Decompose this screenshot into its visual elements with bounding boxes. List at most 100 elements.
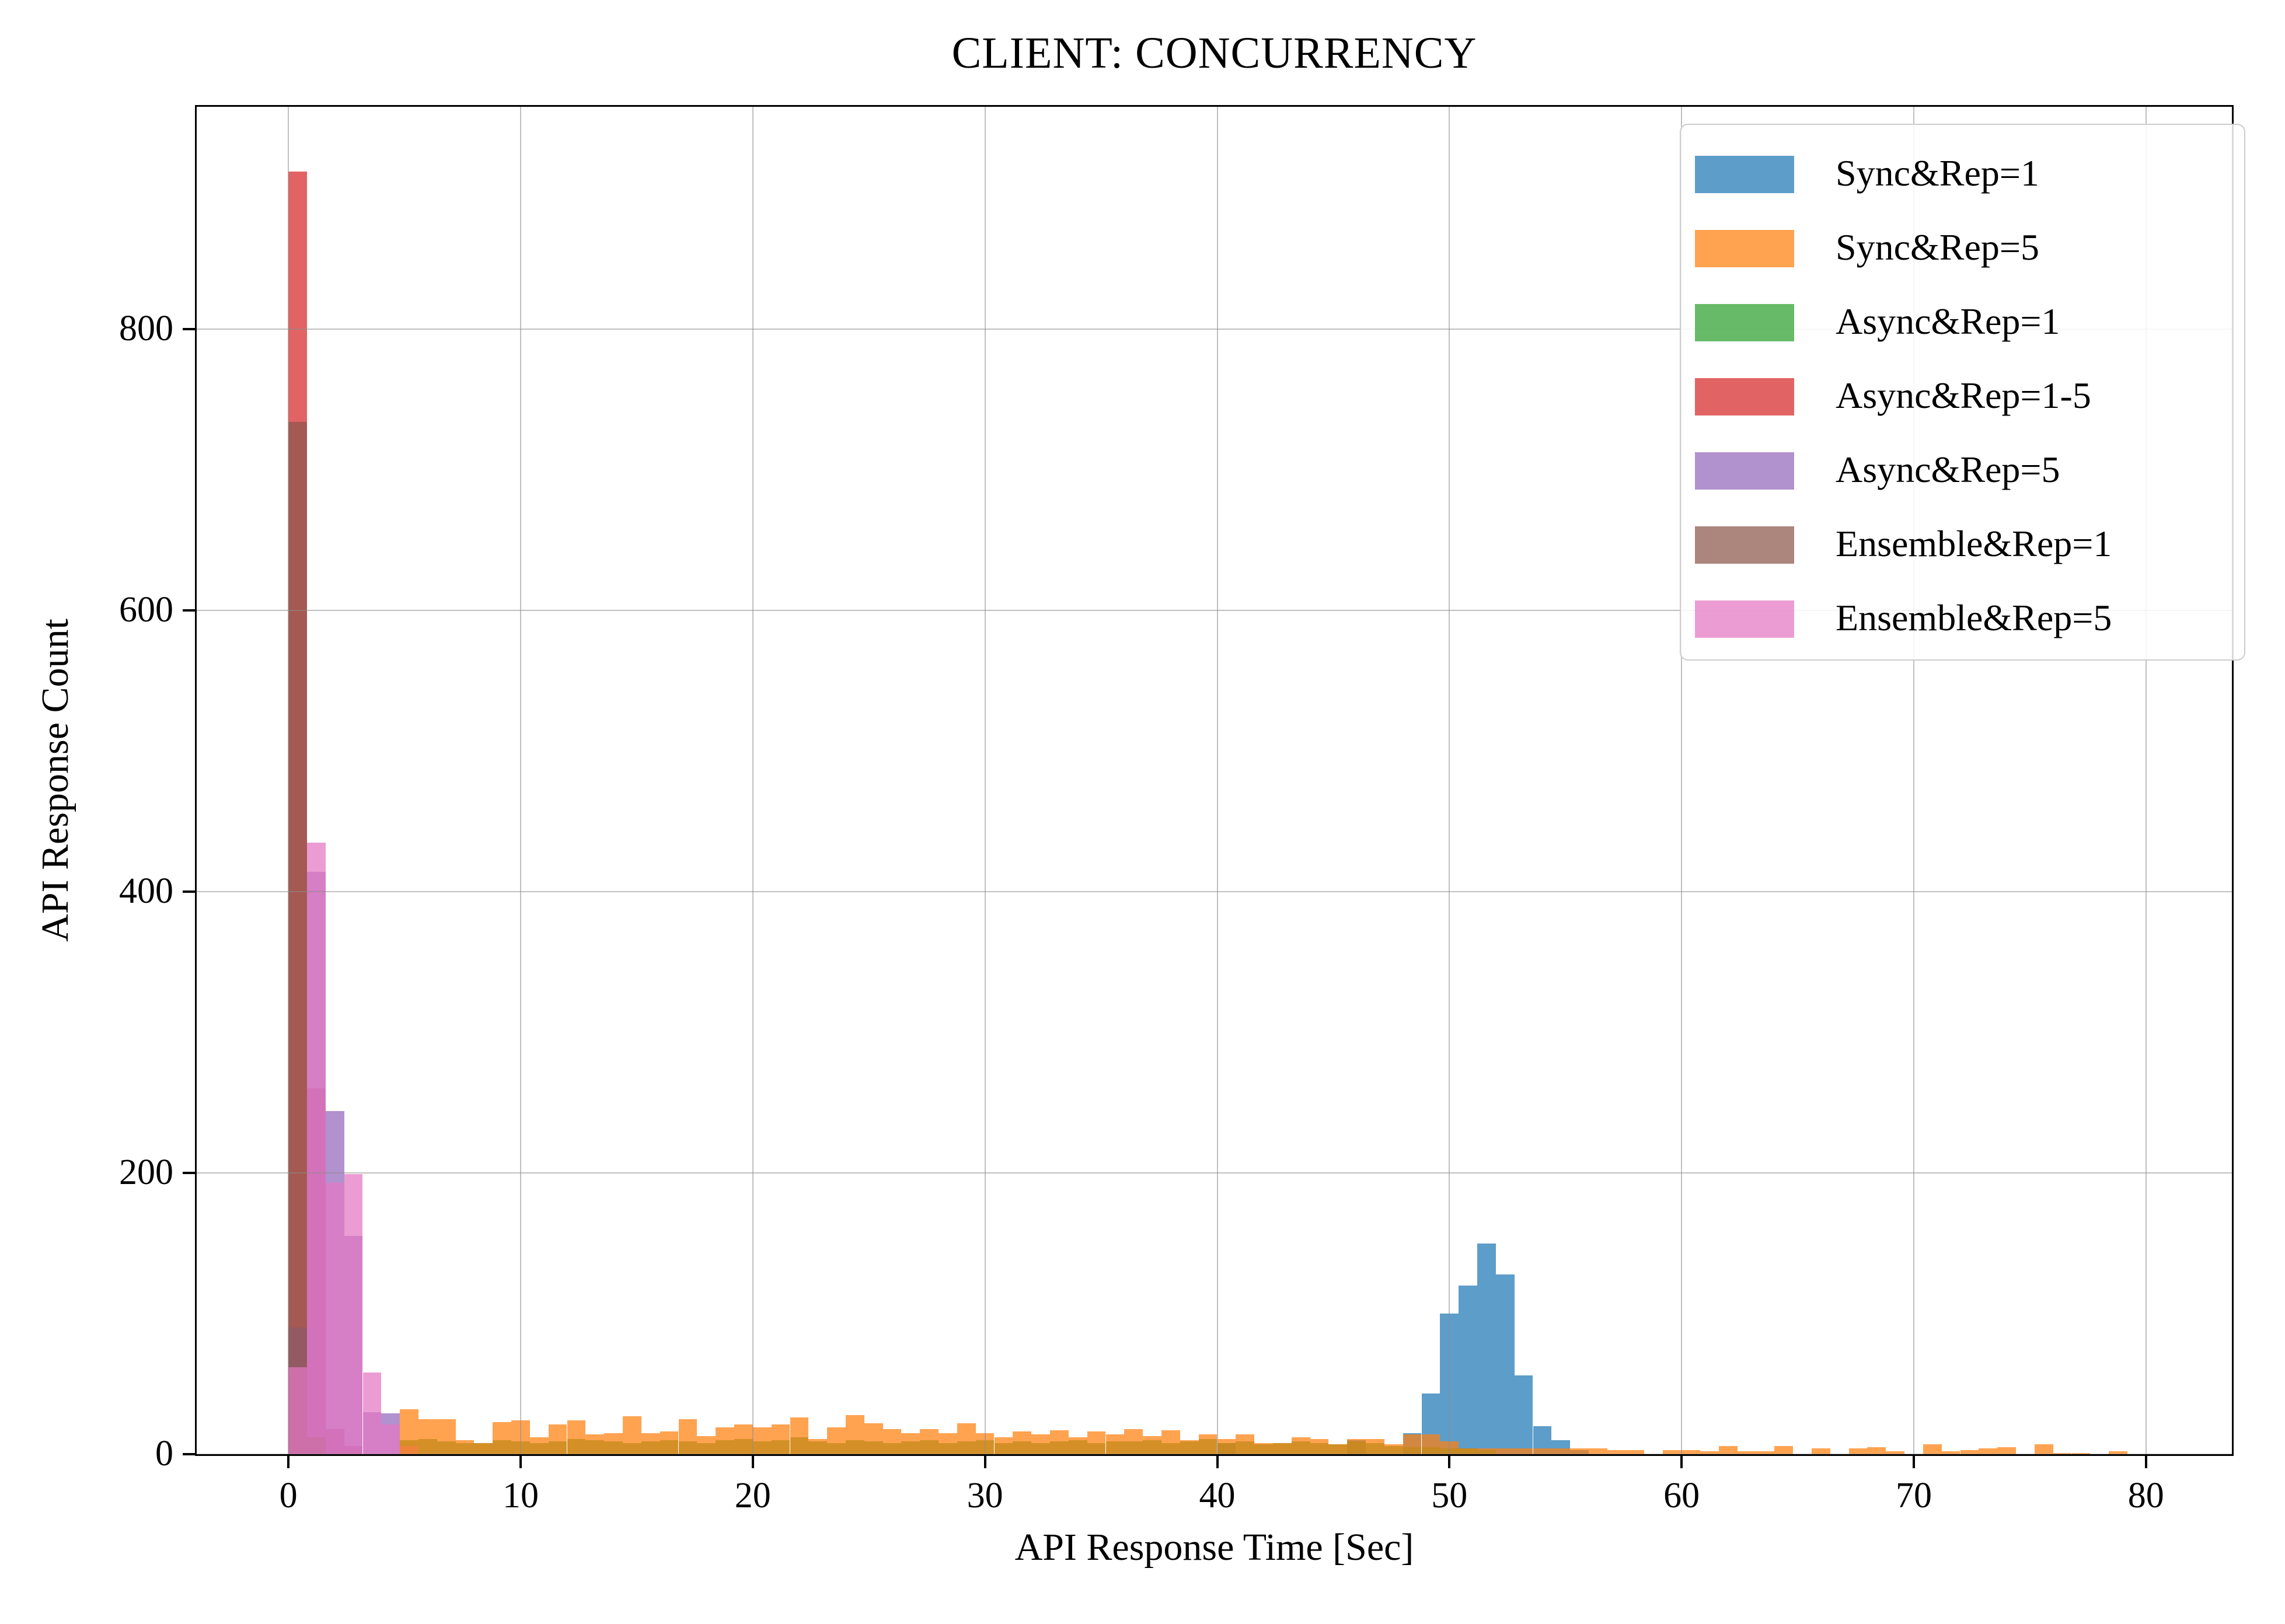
histogram-bar xyxy=(734,1424,753,1454)
histogram-bar xyxy=(1663,1450,1682,1454)
histogram-bar xyxy=(1737,1451,1756,1454)
x-tick-label: 40 xyxy=(1199,1476,1236,1515)
legend-label: Async&Rep=5 xyxy=(1836,449,2060,490)
legend-swatch xyxy=(1695,526,1794,564)
legend-swatch xyxy=(1695,452,1794,490)
histogram-bar xyxy=(1050,1430,1069,1454)
histogram-bar xyxy=(1886,1451,1904,1454)
histogram-bar xyxy=(1124,1429,1143,1454)
histogram-bar xyxy=(920,1429,939,1454)
histogram-bar xyxy=(362,1372,382,1454)
histogram-bar xyxy=(716,1427,734,1454)
histogram-bar xyxy=(1143,1436,1161,1454)
gridline-vertical xyxy=(288,107,289,1454)
histogram-bar xyxy=(957,1423,976,1454)
gridline-vertical xyxy=(752,107,753,1454)
histogram-bar xyxy=(1625,1450,1645,1454)
histogram-bar xyxy=(808,1438,828,1454)
histogram-bar xyxy=(1384,1444,1403,1454)
gridline-horizontal xyxy=(197,1172,2232,1174)
histogram-bar xyxy=(2071,1452,2091,1454)
histogram-bar xyxy=(1347,1438,1366,1454)
x-tick-label: 80 xyxy=(2127,1476,2164,1515)
x-tick-mark xyxy=(751,1454,754,1468)
histogram-bar xyxy=(1533,1448,1552,1454)
legend-label: Sync&Rep=5 xyxy=(1836,226,2039,268)
histogram-bar xyxy=(882,1429,902,1454)
legend-item: Async&Rep=1-5 xyxy=(1681,375,2244,416)
histogram-bar xyxy=(1700,1451,1719,1454)
histogram-bar xyxy=(474,1443,493,1454)
histogram-bar xyxy=(1310,1438,1329,1454)
legend-swatch xyxy=(1695,304,1794,341)
histogram-bar xyxy=(994,1437,1013,1454)
gridline-vertical xyxy=(1681,107,1683,1454)
gridline-vertical xyxy=(1449,107,1450,1454)
y-tick-label: 600 xyxy=(119,589,173,630)
gridline-horizontal xyxy=(197,328,2232,330)
histogram-bar xyxy=(529,1437,549,1454)
histogram-bar xyxy=(1514,1448,1533,1454)
x-tick-mark xyxy=(2144,1454,2147,1468)
histogram-bar xyxy=(1366,1438,1384,1454)
histogram-bar xyxy=(1607,1450,1626,1454)
histogram-bar xyxy=(1180,1440,1199,1454)
histogram-bar xyxy=(1718,1445,1738,1454)
x-tick-mark xyxy=(519,1454,522,1468)
histogram-bar xyxy=(864,1423,883,1454)
legend-item: Async&Rep=1 xyxy=(1681,301,2244,342)
y-tick-label: 0 xyxy=(155,1434,173,1473)
histogram-bar xyxy=(1477,1448,1496,1454)
histogram-bar xyxy=(1013,1431,1032,1454)
histogram-bar xyxy=(1459,1448,1477,1454)
y-tick-mark xyxy=(183,890,197,893)
legend-label: Ensemble&Rep=5 xyxy=(1836,597,2112,638)
histogram-bar xyxy=(381,1424,400,1454)
histogram-bar xyxy=(1551,1448,1571,1454)
histogram-bar xyxy=(567,1420,586,1454)
legend-label: Sync&Rep=1 xyxy=(1836,152,2039,194)
gridline-vertical xyxy=(520,107,521,1454)
legend-swatch xyxy=(1695,156,1794,193)
histogram-bar xyxy=(623,1416,641,1454)
gridline-horizontal xyxy=(197,609,2232,611)
legend-item: Sync&Rep=5 xyxy=(1681,226,2244,268)
x-tick-label: 20 xyxy=(734,1476,771,1515)
histogram-bar xyxy=(1997,1447,2016,1454)
y-tick-mark xyxy=(183,1172,197,1174)
histogram-bar xyxy=(2109,1451,2127,1454)
histogram-bar xyxy=(827,1427,846,1454)
x-tick-mark xyxy=(1680,1454,1683,1468)
histogram-bar xyxy=(678,1419,697,1454)
x-tick-mark xyxy=(287,1454,290,1468)
histogram-bar xyxy=(1589,1448,1607,1454)
legend-swatch xyxy=(1695,600,1794,638)
legend-swatch xyxy=(1695,378,1794,415)
histogram-bar xyxy=(771,1424,790,1454)
x-tick-mark xyxy=(1913,1454,1915,1468)
histogram-bar xyxy=(1217,1438,1236,1454)
histogram-bar xyxy=(1236,1434,1255,1454)
histogram-bar xyxy=(845,1415,864,1454)
x-axis-label: API Response Time [Sec] xyxy=(1014,1526,1414,1569)
legend-item: Async&Rep=5 xyxy=(1681,449,2244,490)
histogram-bar xyxy=(455,1440,475,1454)
histogram-bar xyxy=(493,1422,511,1454)
x-tick-label: 0 xyxy=(279,1476,298,1515)
histogram-bar xyxy=(2053,1452,2072,1454)
legend-item: Sync&Rep=1 xyxy=(1681,152,2244,194)
histogram-bar xyxy=(1774,1445,1794,1454)
histogram-bar xyxy=(1923,1444,1942,1454)
histogram-bar xyxy=(1068,1437,1087,1454)
histogram-bar xyxy=(1291,1437,1310,1454)
y-tick-label: 800 xyxy=(119,308,173,348)
legend-swatch xyxy=(1695,230,1794,267)
histogram-bar xyxy=(1105,1434,1125,1454)
histogram-bar xyxy=(1682,1450,1700,1454)
gridline-horizontal xyxy=(197,890,2232,892)
histogram-bar xyxy=(1495,1274,1515,1454)
histogram-bar xyxy=(660,1431,679,1454)
legend-item: Ensemble&Rep=5 xyxy=(1681,597,2244,638)
x-tick-label: 70 xyxy=(1896,1476,1932,1515)
